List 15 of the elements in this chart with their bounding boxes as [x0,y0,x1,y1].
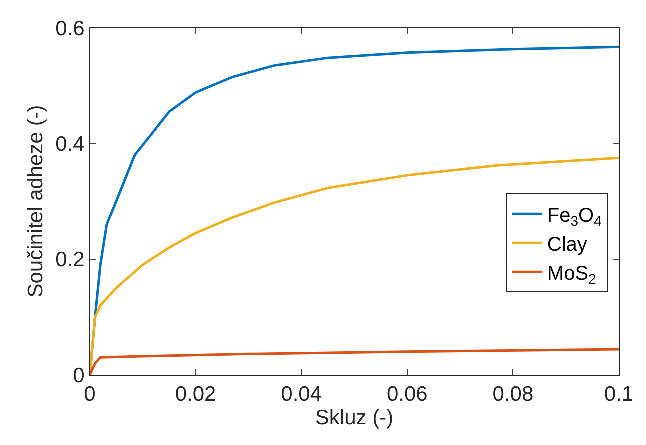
y-axis-title: Součinitel adheze (-) [24,105,48,298]
x-tick-label: 0.08 [492,383,534,406]
x-axis-title: Skluz (-) [315,406,394,430]
y-tick-label: 0.2 [56,248,85,272]
x-tick-label: 0.1 [604,383,634,406]
legend-label: Clay [547,234,588,256]
legend-label: Fe$_{3}$O$_{4}$ [547,204,602,230]
y-tick-label: 0.4 [56,133,86,156]
x-tick-label: 0.04 [281,383,322,406]
y-tick-label: 0 [73,364,85,388]
x-tick-label: 0.02 [175,383,216,406]
y-tick-label: 0.6 [56,17,85,40]
line-series [90,348,619,375]
x-tick-label: 0.06 [386,383,428,406]
legend-label: MoS$_{2}$ [547,262,597,288]
